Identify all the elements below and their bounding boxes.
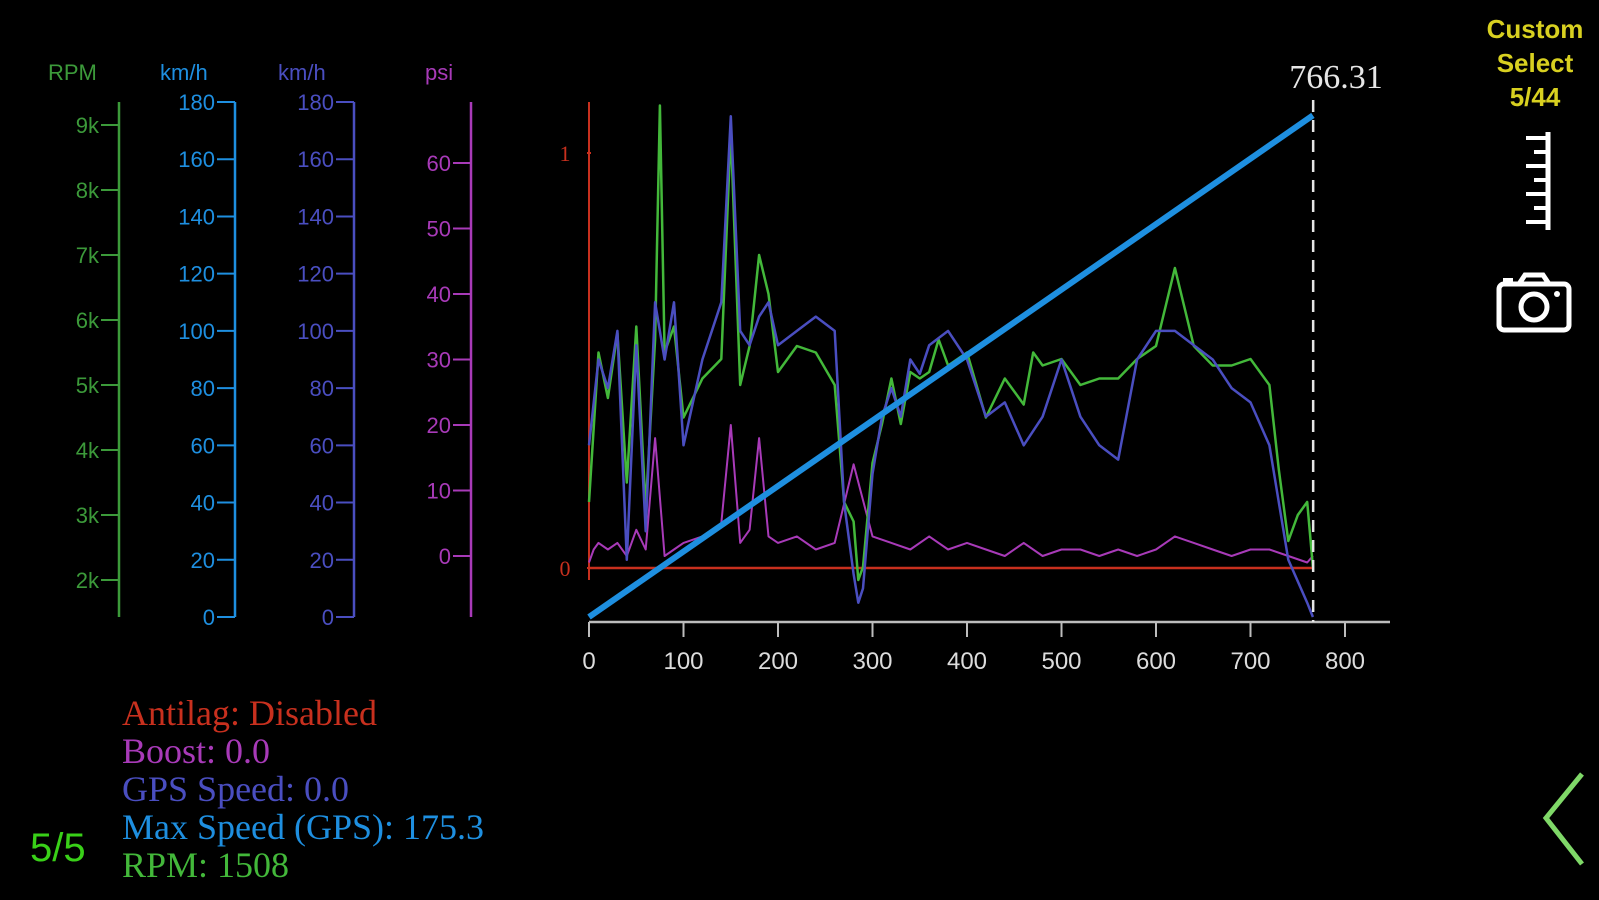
x-axis-tick-label: 700 [1230, 648, 1270, 675]
gps-speed-axis-tick-label: 120 [297, 262, 334, 287]
legend-antilag: Antilag: Disabled [122, 693, 377, 733]
max-speed-axis-tick-label: 140 [178, 204, 215, 229]
legend-gps-speed: GPS Speed: 0.0 [122, 769, 350, 809]
gps-speed-axis-tick-label: 0 [322, 605, 334, 630]
legend-max-speed: Max Speed (GPS): 175.3 [122, 807, 484, 847]
rpm-axis-tick-label: 6k [76, 308, 100, 333]
rpm-axis-tick-label: 7k [76, 243, 100, 268]
rpm-axis-tick-label: 9k [76, 113, 100, 138]
back-button[interactable] [1540, 770, 1595, 870]
boost-axis-tick-label: 40 [427, 282, 451, 307]
x-axis-tick-label: 200 [758, 648, 798, 675]
max-speed-axis-tick-label: 80 [191, 376, 215, 401]
legend-rpm: RPM: 1508 [122, 845, 290, 885]
ruler-button[interactable] [1518, 130, 1562, 235]
max-speed-axis-tick-label: 0 [203, 605, 215, 630]
max-speed-axis-tick-label: 40 [191, 491, 215, 516]
x-axis-tick-label: 300 [852, 648, 892, 675]
gps-speed-axis-tick-label: 80 [310, 376, 334, 401]
chevron-left-icon [1542, 772, 1584, 866]
gps-speed-axis-tick-label: 180 [297, 90, 334, 115]
gps-speed-axis-tick-label: 20 [310, 548, 334, 573]
x-axis-tick-label: 800 [1325, 648, 1365, 675]
rpm-axis-tick-label: 4k [76, 438, 100, 463]
rpm-axis-tick-label: 2k [76, 568, 100, 593]
x-axis-tick-label: 100 [663, 648, 703, 675]
boost-axis-tick-label: 30 [427, 348, 451, 373]
camera-icon [1496, 272, 1572, 333]
custom-select-line1: Custom [1486, 14, 1584, 44]
max-speed-axis-tick-label: 120 [178, 262, 215, 287]
boost-axis-unit: psi [425, 60, 453, 85]
boost-axis-tick-label: 20 [427, 413, 451, 438]
page-indicator: 5/5 [30, 826, 86, 870]
x-axis-tick-label: 400 [947, 648, 987, 675]
boost-axis-tick-label: 10 [427, 479, 451, 504]
custom-select-line2: Select [1496, 48, 1574, 78]
gps-speed-axis-tick-label: 100 [297, 319, 334, 344]
gps-speed-axis-tick-label: 160 [297, 147, 334, 172]
antilag-axis-tick-label: 0 [560, 556, 571, 581]
camera-button[interactable] [1495, 270, 1575, 336]
rpm-axis-unit: RPM [48, 60, 97, 85]
x-axis-tick-label: 600 [1136, 648, 1176, 675]
y-axes-group: 9k8k7k6k5k4k3k2k180160140120100806040200… [76, 90, 473, 630]
rpm-axis-tick-label: 5k [76, 373, 100, 398]
antilag-axis-tick-label: 1 [560, 141, 571, 166]
max-speed-axis-tick-label: 100 [178, 319, 215, 344]
gps-speed-axis-tick-label: 60 [310, 433, 334, 458]
line-chart: 100 100 200 300 400 500 600 700 800 [560, 100, 1390, 675]
boost-axis-tick-label: 60 [427, 151, 451, 176]
legend-boost: Boost: 0.0 [122, 731, 271, 771]
rpm-axis-tick-label: 3k [76, 503, 100, 528]
cursor-value-label: 766.31 [1289, 59, 1383, 96]
max-speed-axis-tick-label: 180 [178, 90, 215, 115]
max-speed-axis-tick-label: 60 [191, 433, 215, 458]
max-speed-axis-tick-label: 20 [191, 548, 215, 573]
max-speed-axis-tick-label: 160 [178, 147, 215, 172]
series-line-rpm [587, 104, 1315, 582]
x-axis-tick-label: 0 [582, 648, 595, 675]
series-line-max-speed-gps [587, 112, 1315, 620]
ruler-icon [1526, 132, 1551, 230]
gps-speed-axis-unit: km/h [278, 60, 326, 85]
legend-panel: Antilag: Disabled Boost: 0.0 GPS Speed: … [122, 694, 484, 884]
series-line-boost [588, 424, 1314, 564]
boost-axis-tick-label: 50 [427, 217, 451, 242]
series-line-gps-speed [587, 115, 1315, 618]
gps-speed-axis-tick-label: 140 [297, 204, 334, 229]
custom-select-button[interactable]: Custom Select 5/44 [1470, 12, 1599, 114]
custom-select-count: 5/44 [1509, 82, 1561, 112]
max-speed-axis-unit: km/h [160, 60, 208, 85]
rpm-axis-tick-label: 8k [76, 178, 100, 203]
gps-speed-axis-tick-label: 40 [310, 491, 334, 516]
boost-axis-tick-label: 0 [439, 544, 451, 569]
x-axis-tick-label: 500 [1041, 648, 1081, 675]
